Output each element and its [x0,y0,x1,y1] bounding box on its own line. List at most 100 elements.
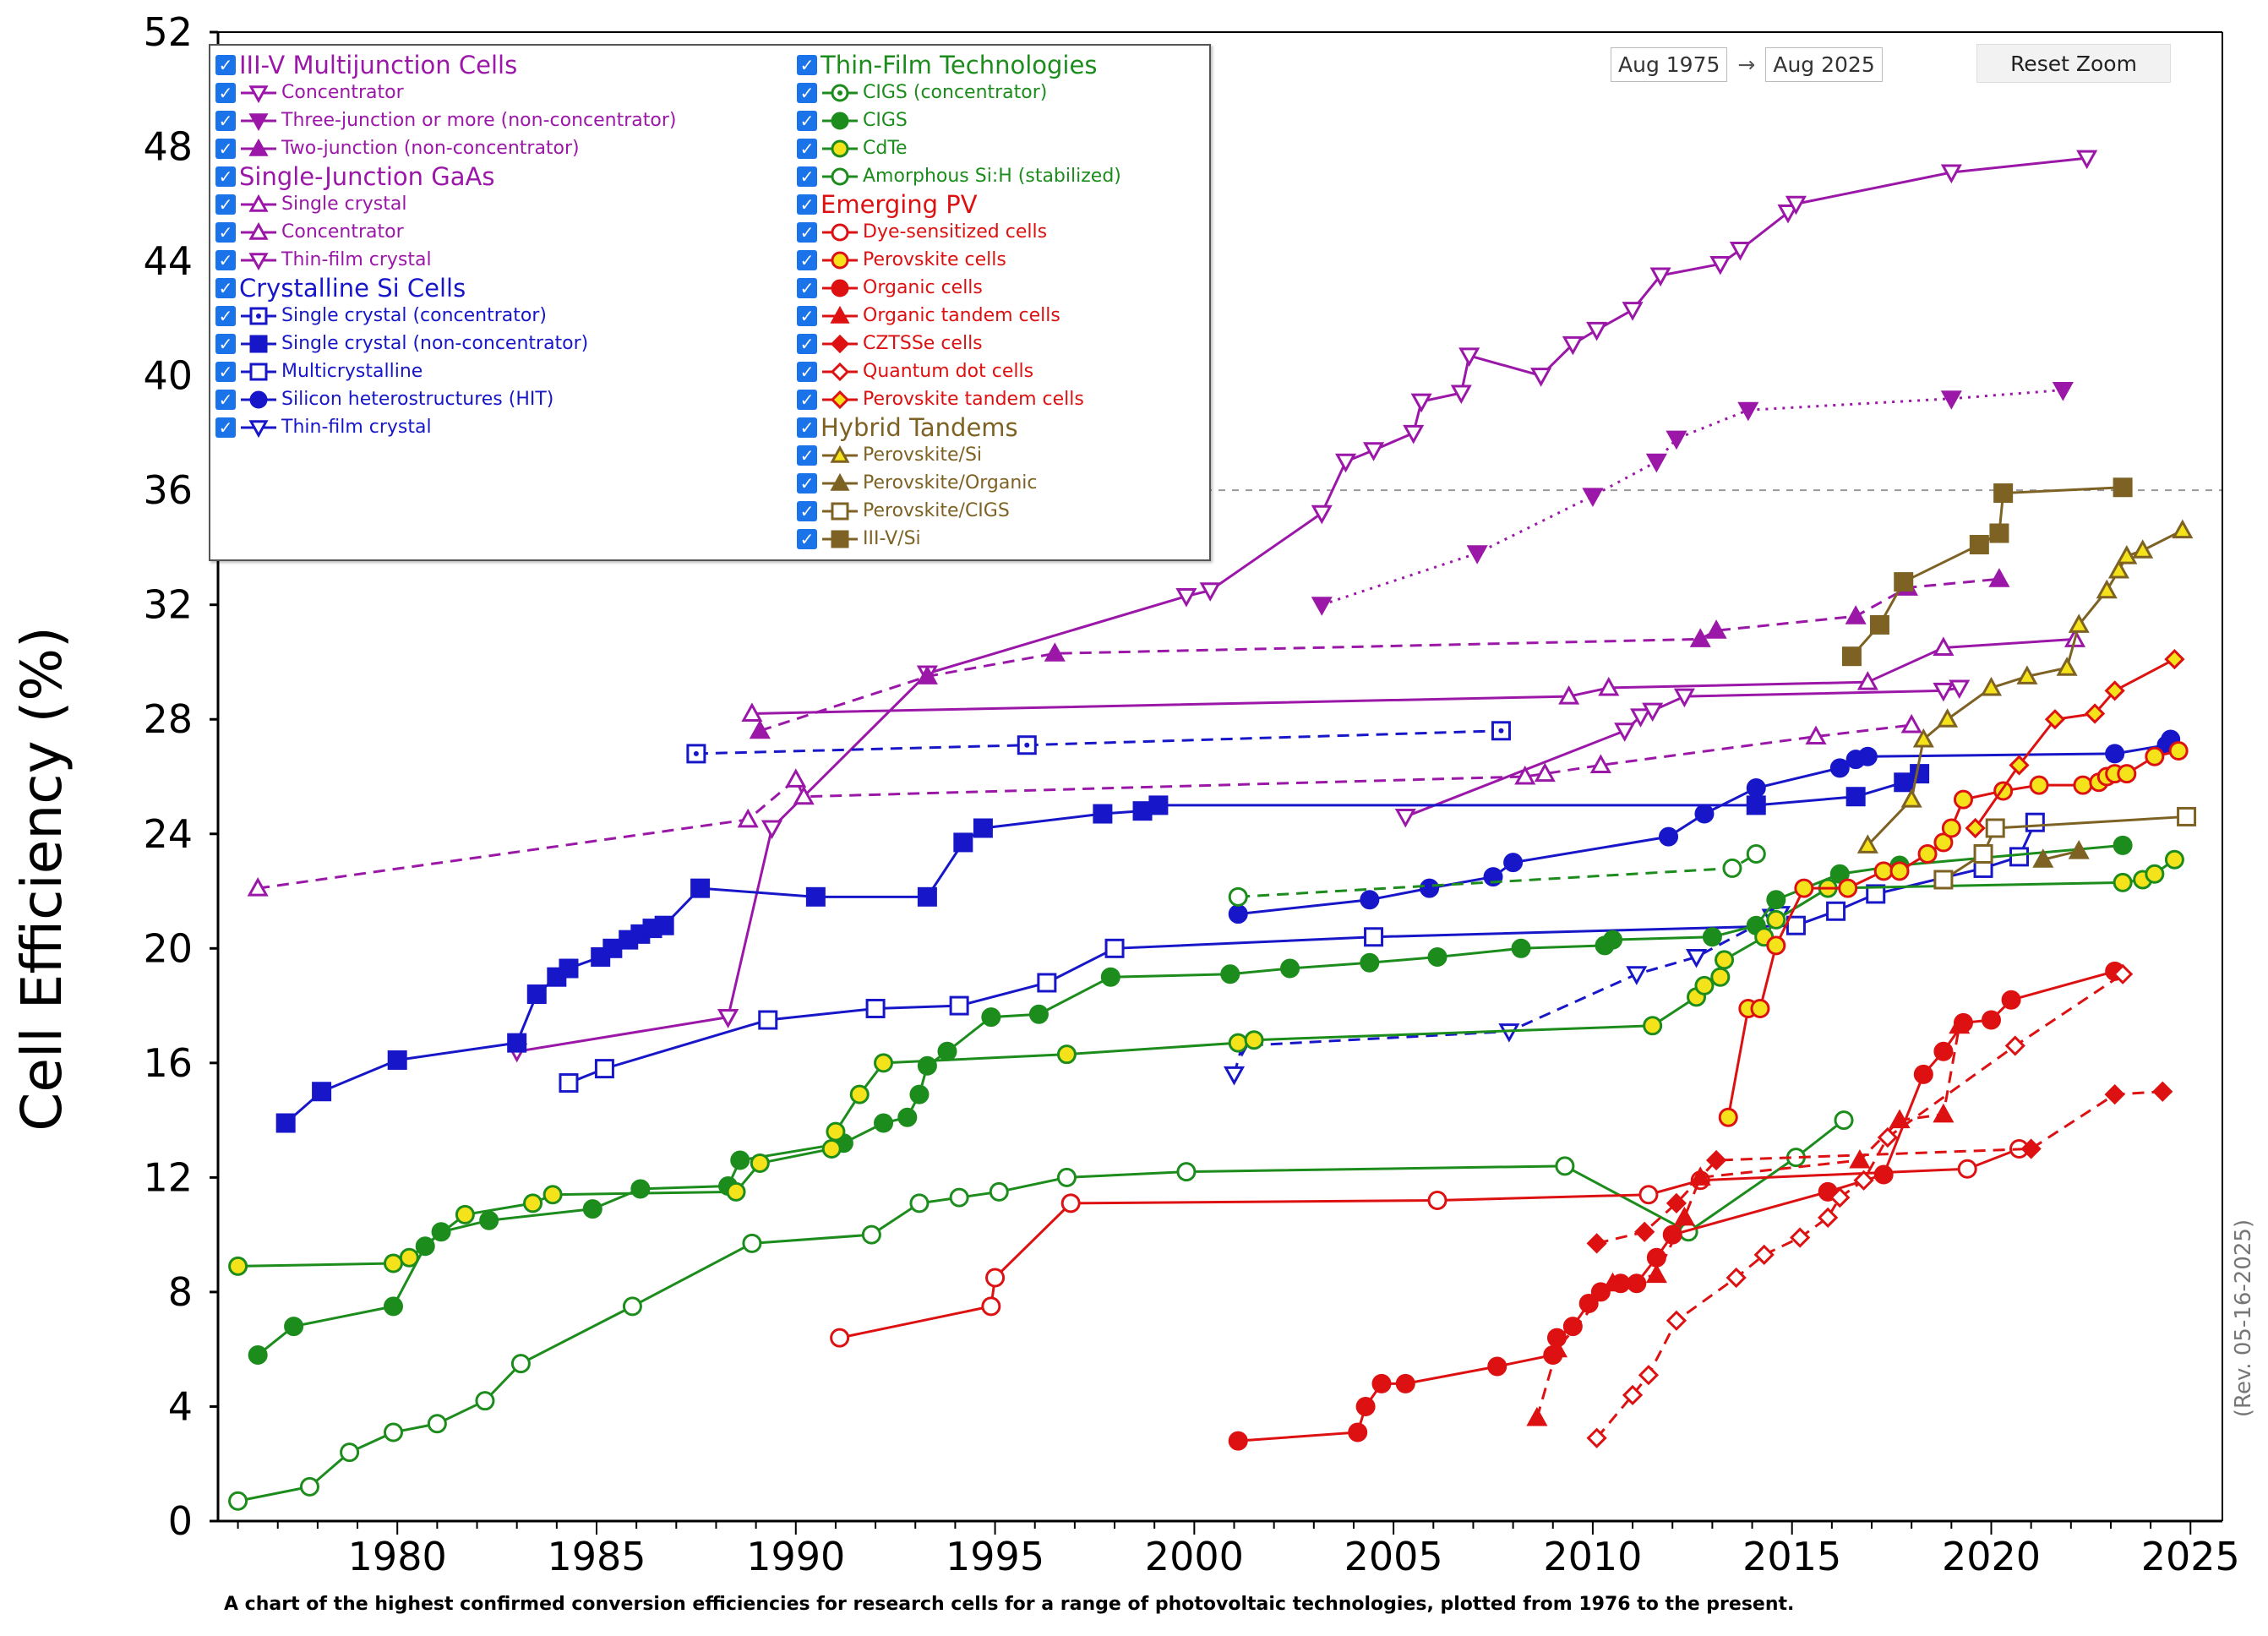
data-point [1777,204,1799,224]
legend-checkbox[interactable]: ✓ [215,221,236,243]
legend-checkbox[interactable]: ✓ [797,110,817,131]
legend-symbol [241,307,276,324]
legend-checkbox[interactable]: ✓ [797,54,817,75]
legend-checkbox[interactable]: ✓ [215,417,236,438]
legend-item[interactable]: ✓ Two-junction (non-concentrator) [215,134,676,162]
legend-label: Amorphous Si:H (stabilized) [863,166,1121,187]
data-point [1853,1170,1874,1191]
legend-checkbox[interactable]: ✓ [797,194,817,215]
legend-group-header[interactable]: ✓ Single-Junction GaAs [215,162,676,191]
data-point [1957,1159,1977,1179]
legend-checkbox[interactable]: ✓ [797,305,817,326]
data-point [1638,1185,1659,1205]
legend-checkbox[interactable]: ✓ [797,249,817,270]
data-point [1602,930,1622,950]
legend-checkbox[interactable]: ✓ [215,110,236,131]
legend-item[interactable]: ✓ Perovskite/CIGS [797,497,1121,525]
legend-item[interactable]: ✓ Perovskite/Organic [797,469,1121,497]
legend-item[interactable]: ✓ Thin-film crystal [215,413,676,441]
data-point [830,1328,850,1348]
legend-item[interactable]: ✓ Perovskite cells [797,246,1121,274]
legend-checkbox[interactable]: ✓ [215,54,236,75]
legend-item[interactable]: ✓ CZTSSe cells [797,330,1121,357]
legend-item[interactable]: ✓ Three-junction or more (non-concentrato… [215,106,676,134]
range-end-input[interactable]: Aug 2025 [1765,47,1883,82]
legend-item[interactable]: ✓ Single crystal (concentrator) [215,302,676,330]
legend-checkbox[interactable]: ✓ [797,82,817,103]
legend-item[interactable]: ✓ Organic cells [797,274,1121,302]
legend-group-header[interactable]: ✓ Emerging PV [797,190,1121,219]
legend-label: III-V Multijunction Cells [239,50,518,79]
legend-item[interactable]: ✓ Dye-sensitized cells [797,218,1121,246]
legend-group-header[interactable]: ✓ Crystalline Si Cells [215,274,676,303]
data-point [1786,915,1806,935]
legend-group-header[interactable]: ✓ III-V Multijunction Cells [215,51,676,79]
legend-item[interactable]: ✓ Thin-film crystal [215,246,676,274]
data-point [2117,764,2137,784]
data-point [749,719,771,739]
legend-group-header[interactable]: ✓ Hybrid Tandems [797,413,1121,442]
legend-checkbox[interactable]: ✓ [215,249,236,270]
data-point [1746,778,1766,799]
data-point [1514,765,1536,785]
legend-checkbox[interactable]: ✓ [797,417,817,438]
data-point [654,915,674,935]
legend-item[interactable]: ✓ Multicrystalline [215,357,676,385]
legend-checkbox[interactable]: ✓ [797,500,817,521]
legend-item[interactable]: ✓ Silicon heterostructures (HIT) [215,385,676,413]
data-point [1709,255,1731,275]
legend-checkbox[interactable]: ✓ [797,361,817,382]
legend-checkbox[interactable]: ✓ [215,138,236,159]
legend-checkbox[interactable]: ✓ [797,444,817,466]
legend-item[interactable]: ✓ Organic tandem cells [797,302,1121,330]
legend-item[interactable]: ✓ Perovskite tandem cells [797,385,1121,413]
legend-item[interactable]: ✓ Amorphous Si:H (stabilized) [797,162,1121,190]
legend-checkbox[interactable]: ✓ [797,221,817,243]
data-point [1100,967,1120,987]
legend-item[interactable]: ✓ CdTe [797,134,1121,162]
legend-item[interactable]: ✓ Concentrator [215,79,676,106]
data-point [1873,1164,1894,1185]
data-point [949,995,969,1016]
legend-checkbox[interactable]: ✓ [215,82,236,103]
legend-checkbox[interactable]: ✓ [215,361,236,382]
data-point [805,886,826,907]
legend-checkbox[interactable]: ✓ [215,277,236,298]
data-point [1673,688,1695,708]
data-point [1877,1126,1899,1148]
data-point [1702,927,1722,947]
series-layer [228,150,2197,1511]
legend-checkbox[interactable]: ✓ [215,166,236,187]
range-start-input[interactable]: Aug 1975 [1611,47,1728,82]
data-point [953,832,973,853]
data-point [1666,1310,1687,1331]
legend-item[interactable]: ✓ Single crystal (non-concentrator) [215,330,676,357]
legend-label: Thin-film crystal [281,249,432,270]
legend-checkbox[interactable]: ✓ [797,277,817,298]
legend-item[interactable]: ✓ Concentrator [215,218,676,246]
legend-checkbox[interactable]: ✓ [215,305,236,326]
legend-checkbox[interactable]: ✓ [797,472,817,494]
legend-checkbox[interactable]: ✓ [797,138,817,159]
legend-checkbox[interactable]: ✓ [215,389,236,410]
legend-checkbox[interactable]: ✓ [797,333,817,354]
legend-checkbox[interactable]: ✓ [215,194,236,215]
legend-label: Organic cells [863,277,983,298]
legend-item[interactable]: ✓ CIGS [797,106,1121,134]
data-point [1953,789,1973,810]
legend-checkbox[interactable]: ✓ [797,528,817,549]
legend-item[interactable]: ✓ Quantum dot cells [797,357,1121,385]
legend-item[interactable]: ✓ III-V/Si [797,525,1121,553]
legend-checkbox[interactable]: ✓ [797,166,817,187]
series-line [568,821,2036,1084]
data-point [1866,884,1886,904]
reset-zoom-button[interactable]: Reset Zoom [1976,44,2171,83]
legend-checkbox[interactable]: ✓ [215,333,236,354]
legend-checkbox[interactable]: ✓ [797,389,817,410]
legend-item[interactable]: ✓ Single crystal [215,190,676,218]
legend-item[interactable]: ✓ Perovskite/Si [797,441,1121,469]
legend-group-header[interactable]: ✓ Thin-Film Technologies [797,51,1121,79]
data-point [1642,702,1664,723]
legend-item[interactable]: ✓ CIGS (concentrator) [797,79,1121,106]
data-point [1912,728,1934,748]
